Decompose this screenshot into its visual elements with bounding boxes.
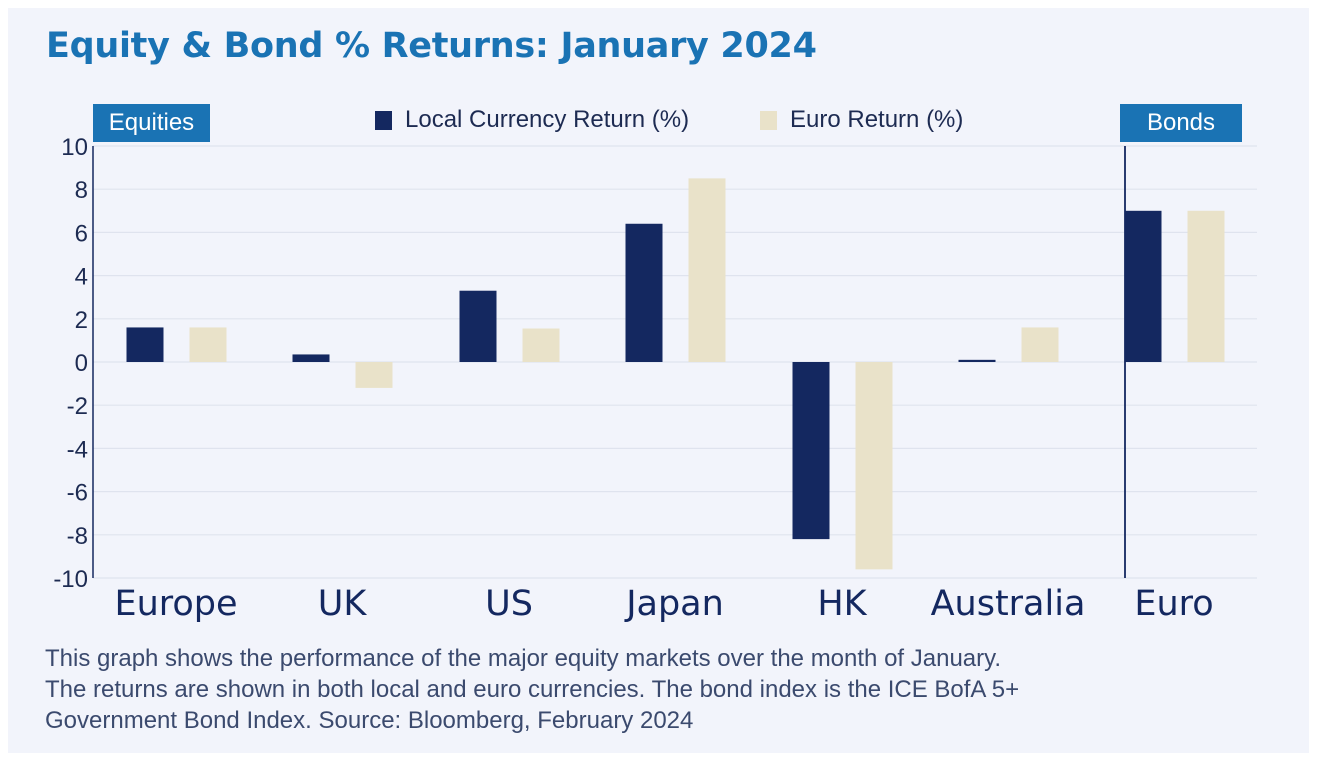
x-category-label: Europe	[114, 584, 237, 624]
bar-euro-euro	[1187, 210, 1225, 362]
y-tick-label: -8	[67, 523, 88, 550]
chart-title: Equity & Bond % Returns: January 2024	[46, 26, 817, 66]
legend-label-euro: Euro Return (%)	[790, 106, 964, 133]
legend-local: Local Currency Return (%)	[375, 104, 689, 136]
y-tick-label: 4	[75, 264, 88, 291]
bonds-tag: Bonds	[1120, 104, 1242, 142]
bar-local-australia	[958, 359, 996, 362]
bar-euro-japan	[688, 178, 726, 362]
x-category-label: Australia	[931, 584, 1086, 624]
caption-line-2: The returns are shown in both local and …	[45, 676, 1020, 703]
y-tick-label: 0	[75, 350, 88, 377]
bar-euro-australia	[1021, 327, 1059, 362]
bar-euro-europe	[189, 327, 227, 362]
y-tick-label: -4	[67, 436, 88, 463]
legend-swatch-euro	[760, 110, 777, 130]
bar-euro-uk	[355, 362, 393, 388]
y-tick-label: -6	[67, 480, 88, 507]
y-tick-label: 10	[61, 134, 88, 161]
bar-local-hk	[792, 362, 830, 540]
x-category-label: Japan	[624, 584, 724, 624]
bar-local-uk	[292, 354, 330, 362]
x-category-label: HK	[817, 584, 867, 624]
legend-swatch-local	[375, 110, 392, 130]
x-category-label: US	[485, 584, 533, 624]
bar-local-us	[459, 290, 497, 362]
y-tick-label: 2	[75, 307, 88, 334]
y-tick-label: 6	[75, 220, 88, 247]
x-category-label: Euro	[1134, 584, 1213, 624]
bar-local-japan	[625, 223, 663, 362]
y-tick-label: 8	[75, 177, 88, 204]
y-tick-label: -10	[53, 566, 88, 593]
caption-line-3: Government Bond Index. Source: Bloomberg…	[45, 707, 694, 734]
legend-label-local: Local Currency Return (%)	[405, 106, 690, 133]
caption-line-1: This graph shows the performance of the …	[45, 645, 1002, 672]
chart-card	[8, 8, 1309, 753]
x-category-label: UK	[318, 584, 368, 624]
legend-euro: Euro Return (%)	[760, 104, 963, 136]
chart-caption: This graph shows the performance of the …	[45, 643, 1265, 736]
bar-euro-us	[522, 328, 560, 362]
bar-local-europe	[126, 327, 164, 362]
y-tick-label: -2	[67, 393, 88, 420]
bar-euro-hk	[855, 362, 893, 570]
equities-tag: Equities	[93, 104, 210, 142]
bar-local-euro	[1124, 210, 1162, 362]
